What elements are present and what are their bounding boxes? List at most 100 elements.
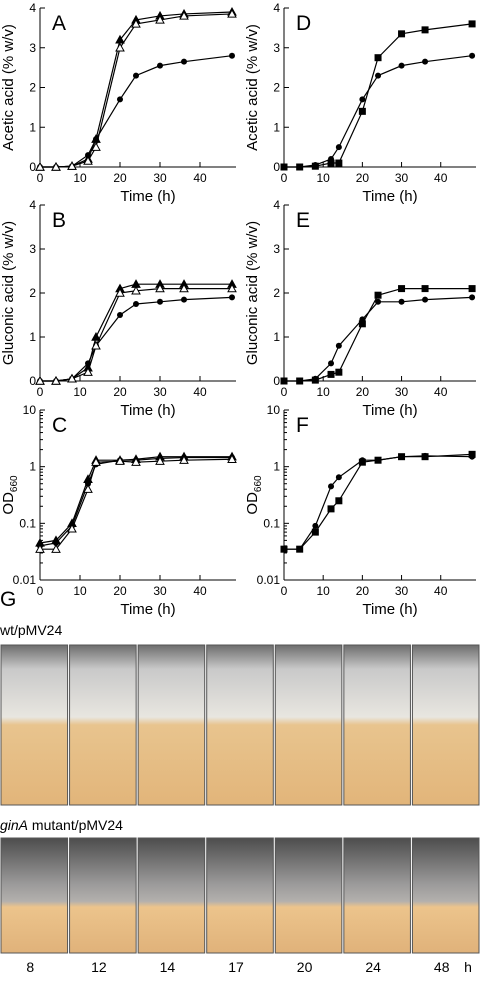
marker [374, 291, 382, 299]
panel-letter: D [296, 12, 311, 35]
panel-letter: F [296, 414, 309, 437]
panel-letter: E [296, 209, 310, 232]
x-tick-label: 30 [153, 385, 167, 399]
marker [179, 10, 189, 20]
y-tick-label: 0 [273, 160, 280, 174]
marker [67, 161, 77, 170]
y-tick-label: 3 [29, 242, 36, 256]
marker [115, 456, 125, 465]
y-tick-label: 0.1 [263, 516, 280, 530]
marker [227, 8, 237, 18]
x-axis-title: Time (h) [120, 601, 175, 618]
series-line [40, 458, 233, 550]
y-axis-title: Acetic acid (% w/v) [0, 24, 17, 151]
x-tick-label: 20 [113, 171, 127, 185]
y-tick-label: 10 [23, 403, 37, 417]
y-axis-title-main: OD [244, 492, 261, 515]
y-axis-title: OD660 [0, 475, 20, 515]
marker [312, 522, 319, 529]
time-label: 17 [228, 959, 244, 975]
series-line [40, 296, 233, 382]
marker [468, 20, 476, 28]
series-line [40, 55, 233, 168]
marker [375, 298, 382, 305]
marker [51, 544, 61, 553]
time-label: 12 [91, 959, 107, 975]
marker [422, 58, 429, 65]
time-label: 24 [365, 959, 381, 975]
marker [117, 96, 123, 103]
marker [375, 72, 382, 79]
series-line [40, 11, 233, 168]
marker [421, 26, 429, 34]
marker [227, 283, 237, 293]
marker [311, 528, 319, 536]
y-axis-title-sub: 660 [253, 475, 264, 492]
y-axis-title-main: OD [0, 492, 17, 515]
marker [35, 375, 45, 385]
marker [398, 285, 406, 293]
panel-letter: G [0, 588, 16, 611]
marker [335, 368, 343, 376]
marker [280, 377, 288, 385]
marker [296, 545, 304, 553]
marker [280, 163, 288, 171]
marker [91, 142, 101, 151]
marker [335, 159, 343, 167]
marker [67, 373, 77, 383]
marker [327, 159, 335, 167]
marker [311, 162, 319, 170]
marker [398, 62, 405, 69]
marker [328, 360, 335, 367]
y-tick-label: 0.01 [257, 573, 281, 587]
marker [422, 296, 429, 303]
photo-jar [0, 644, 69, 806]
marker [91, 331, 101, 341]
marker [83, 367, 93, 376]
marker [155, 14, 165, 24]
series-line [284, 296, 473, 382]
x-tick-label: 20 [356, 385, 370, 399]
y-tick-label: 1 [29, 120, 36, 134]
marker [229, 294, 235, 301]
x-tick-label: 0 [37, 584, 44, 598]
photo-jar [69, 837, 137, 954]
marker [358, 320, 366, 328]
x-tick-label: 0 [281, 385, 288, 399]
marker [358, 458, 366, 466]
x-tick-label: 10 [73, 171, 87, 185]
x-tick-label: 0 [281, 584, 288, 598]
marker [359, 96, 366, 103]
photo-jar [206, 644, 274, 806]
series-line [40, 288, 232, 382]
marker [51, 375, 61, 385]
marker [468, 450, 476, 458]
y-axis-title: Gluconic acid (% w/v) [0, 221, 17, 365]
y-tick-label: 4 [273, 1, 280, 15]
marker [131, 285, 141, 295]
x-axis-title: Time (h) [120, 188, 175, 205]
marker [421, 285, 429, 293]
marker [131, 457, 141, 466]
series-line [40, 13, 233, 168]
marker [133, 72, 139, 79]
y-tick-label: 0 [273, 374, 280, 388]
marker [155, 283, 165, 293]
photo-jar [274, 644, 343, 806]
y-tick-label: 2 [29, 286, 36, 300]
marker [296, 377, 304, 385]
y-axis-title: OD660 [244, 475, 264, 515]
marker [83, 484, 93, 493]
x-axis-title: Time (h) [362, 188, 417, 205]
x-axis-title: Time (h) [362, 402, 417, 419]
marker [398, 298, 405, 305]
panel-letter: B [52, 209, 66, 232]
marker [133, 301, 139, 307]
marker [35, 161, 45, 171]
y-tick-label: 3 [273, 41, 280, 55]
x-tick-label: 10 [317, 385, 331, 399]
marker [179, 283, 189, 293]
marker [115, 42, 125, 52]
y-tick-label: 4 [29, 198, 36, 212]
